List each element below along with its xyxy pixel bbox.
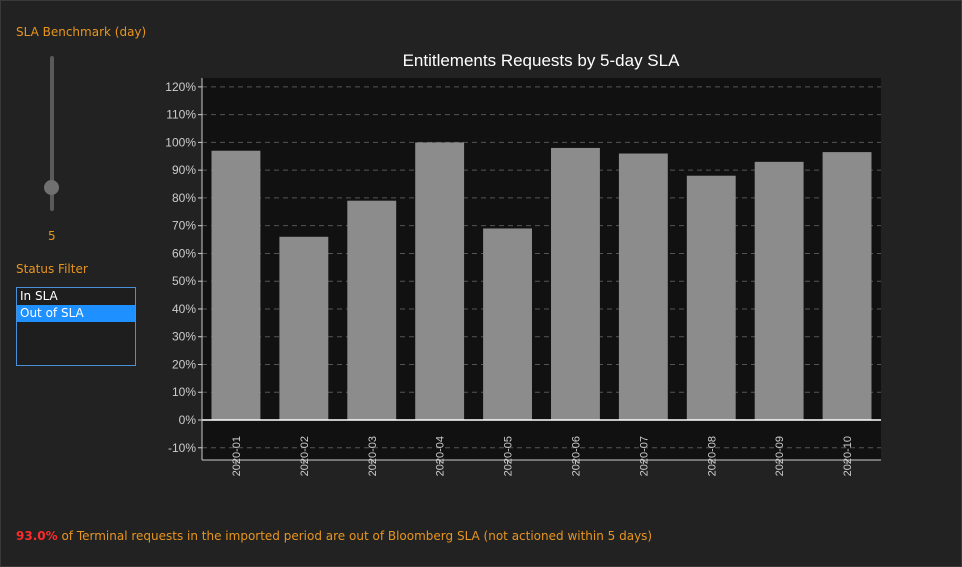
bar-2020-06 bbox=[551, 147, 600, 420]
footer-text: of Terminal requests in the imported per… bbox=[57, 529, 653, 543]
y-tick-label: 70% bbox=[172, 219, 196, 233]
x-tick-label: 2020-09 bbox=[774, 436, 786, 476]
status-filter-list[interactable]: In SLA Out of SLA bbox=[16, 287, 136, 366]
sla-benchmark-slider-handle[interactable] bbox=[44, 179, 59, 195]
y-tick-label: 100% bbox=[165, 135, 196, 149]
sla-benchmark-label: SLA Benchmark (day) bbox=[16, 25, 147, 39]
bar-2020-03 bbox=[347, 200, 397, 420]
bar-2020-04 bbox=[415, 142, 465, 420]
bar-2020-05 bbox=[483, 228, 532, 420]
x-tick-label: 2020-01 bbox=[231, 436, 243, 476]
x-tick-label: 2020-04 bbox=[435, 436, 447, 476]
y-tick-label: 30% bbox=[172, 330, 196, 344]
bar-2020-02 bbox=[279, 236, 329, 420]
x-tick-label: 2020-07 bbox=[638, 436, 650, 476]
y-tick-label: 40% bbox=[172, 302, 196, 316]
footer-summary: 93.0% of Terminal requests in the import… bbox=[16, 529, 652, 543]
footer-percent: 93.0% bbox=[16, 529, 58, 543]
bar-2020-01 bbox=[211, 150, 261, 420]
y-tick-label: 60% bbox=[172, 246, 196, 260]
chart-title: Entitlements Requests by 5-day SLA bbox=[403, 51, 681, 70]
x-tick-label: 2020-03 bbox=[367, 436, 379, 476]
status-filter-label: Status Filter bbox=[16, 262, 88, 276]
bar-2020-08 bbox=[686, 175, 736, 420]
y-tick-label: 10% bbox=[172, 385, 196, 399]
status-option-out-of-sla[interactable]: Out of SLA bbox=[17, 305, 135, 322]
x-tick-label: 2020-06 bbox=[570, 436, 582, 476]
y-tick-label: 90% bbox=[172, 163, 196, 177]
x-tick-label: 2020-08 bbox=[706, 436, 718, 476]
bar-2020-10 bbox=[822, 152, 872, 420]
sla-benchmark-slider-track[interactable] bbox=[50, 56, 54, 211]
x-tick-label: 2020-10 bbox=[842, 436, 854, 476]
y-tick-label: 50% bbox=[172, 274, 196, 288]
sla-bar-chart: Entitlements Requests by 5-day SLA -10% 0… bbox=[165, 51, 881, 476]
y-tick-label: 120% bbox=[165, 80, 196, 94]
y-tick-label: -10% bbox=[168, 441, 196, 455]
status-option-in-sla[interactable]: In SLA bbox=[20, 289, 58, 303]
sla-benchmark-value: 5 bbox=[48, 229, 56, 243]
y-tick-label: 20% bbox=[172, 357, 196, 371]
bar-2020-09 bbox=[754, 161, 804, 420]
y-tick-label: 110% bbox=[166, 108, 196, 122]
y-tick-label: 0% bbox=[179, 413, 197, 427]
x-tick-label: 2020-05 bbox=[503, 436, 515, 476]
x-tick-label: 2020-02 bbox=[299, 436, 311, 476]
y-tick-label: 80% bbox=[172, 191, 196, 205]
bar-2020-07 bbox=[618, 153, 668, 420]
